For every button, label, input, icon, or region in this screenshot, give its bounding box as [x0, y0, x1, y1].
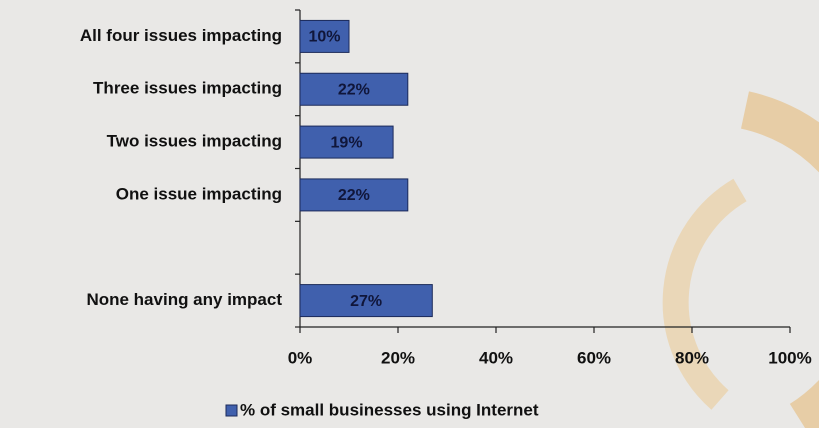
bar	[299, 19, 350, 53]
data-label: 19%	[331, 134, 363, 151]
bar	[299, 178, 409, 212]
decor-arc	[662, 178, 747, 410]
decor-arc	[740, 91, 819, 428]
data-label: 27%	[350, 293, 382, 310]
data-label: 22%	[338, 187, 370, 204]
x-tick-label: 100%	[768, 348, 811, 367]
bar	[299, 284, 433, 318]
y-tick-label: Three issues impacting	[93, 79, 282, 98]
data-label: 10%	[308, 29, 340, 46]
y-tick-label: None having any impact	[86, 290, 282, 309]
x-tick-label: 40%	[479, 348, 513, 367]
x-tick-label: 0%	[288, 348, 313, 367]
data-label: 22%	[338, 81, 370, 98]
y-tick-label: One issue impacting	[116, 184, 282, 203]
x-tick-label: 80%	[675, 348, 709, 367]
x-tick-label: 60%	[577, 348, 611, 367]
y-tick-label: All four issues impacting	[80, 26, 282, 45]
x-tick-label: 20%	[381, 348, 415, 367]
bar	[299, 72, 409, 106]
y-tick-label: Two issues impacting	[107, 132, 282, 151]
legend-label: % of small businesses using Internet	[240, 400, 539, 419]
legend-swatch	[225, 404, 238, 417]
bar	[299, 125, 394, 159]
